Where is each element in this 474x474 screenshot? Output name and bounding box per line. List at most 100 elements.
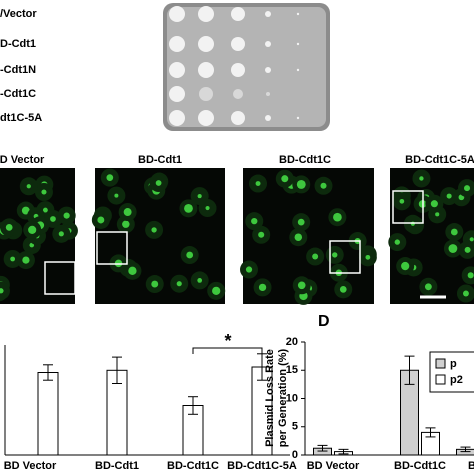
inset [96,231,128,265]
cell [0,281,10,300]
panel-label: D [318,313,330,330]
nucleus [123,208,132,216]
nucleus [151,227,157,233]
nucleus [462,290,469,297]
colony [296,42,300,46]
nucleus [97,216,105,224]
nucleus [333,212,342,222]
y-tick-label: 10 [286,392,298,404]
nucleus [114,193,119,198]
nucleus [464,246,471,253]
x-tick-label: BD-Cdt1C [394,460,446,472]
colony [296,68,300,72]
nucleus [245,266,253,273]
panel-caption: BD-Cdt1C-5A [405,154,474,166]
colonies [169,6,300,126]
colony [266,92,270,96]
nucleus [41,189,47,195]
nucleus [365,254,371,260]
x-tick-label: BD Vector [307,460,360,472]
nucleus [5,224,13,231]
y-tick-label: 5 [292,421,298,433]
nucleus [469,237,474,242]
nucleus [401,261,410,271]
nucleus [419,176,424,181]
colony [198,36,214,52]
nucleus [29,242,35,248]
nucleus [176,281,182,287]
nucleus [205,205,210,211]
strain-label: -Cdt1C [0,88,36,100]
x-tick-label: BD-Cdt1 [95,460,139,472]
y-axis-title: per Generation (%) [277,348,289,447]
nucleus [251,217,258,225]
colony [231,7,245,21]
nucleus [294,233,303,241]
colony [169,6,185,22]
nucleus [435,212,440,217]
colony [198,6,214,22]
colony [169,110,185,126]
panel-caption: BD-Cdt1C [279,154,331,166]
nucleus [467,272,474,279]
nucleus [28,225,37,234]
nucleus [332,252,338,258]
nucleus [339,285,347,293]
nucleus [106,174,114,181]
colony [231,111,245,125]
nucleus [399,198,405,204]
nucleus [448,244,458,253]
plate-agar [167,7,326,127]
x-tick-label: BD-Cdt1C-5A [227,460,297,472]
nucleus [184,203,193,213]
nucleus [446,193,452,199]
nucleus [430,200,438,208]
y-axis-title: Plasmid Loss Rate [264,349,276,447]
colony [198,62,214,78]
colony [231,37,245,51]
inset [392,190,424,224]
inset [44,261,76,295]
colony [265,41,271,47]
panel-caption: BD-Cdt1 [138,154,182,166]
nucleus [10,256,16,262]
significance-mark: * [224,331,231,351]
inset [329,240,361,274]
colony [265,67,271,73]
nucleus [450,228,458,236]
colony [198,110,214,126]
nucleus [42,207,48,213]
nucleus [296,179,306,189]
nucleus [197,278,203,283]
x-tick-label: BD-Cdt1C [167,460,219,472]
nucleus [312,253,319,260]
strain-label: D-Cdt1 [0,38,36,50]
legend-swatch [435,358,446,369]
nucleus [424,283,432,291]
strain-label: dt1C-5A [0,112,42,124]
colony [265,115,271,121]
plate [163,3,330,131]
nucleus [320,182,327,189]
significance-bracket [192,347,263,354]
colony [169,86,185,102]
nucleus [155,180,162,186]
strain-label: /Vector [0,8,37,20]
nucleus [258,283,267,292]
strain-label: -Cdt1N [0,64,36,76]
colony [231,63,245,77]
colony [296,116,300,120]
nucleus [21,206,30,215]
nucleus [26,184,31,189]
colony [233,89,243,99]
nucleus [186,251,194,259]
x-tick-label: BD Vector [4,460,57,472]
y-tick-label: 20 [286,336,298,348]
colony [265,11,271,17]
nucleus [258,231,265,238]
nucleus [128,266,137,275]
nucleus [394,239,401,245]
microscopy [0,168,474,305]
y-tick-label: 0 [292,449,298,461]
